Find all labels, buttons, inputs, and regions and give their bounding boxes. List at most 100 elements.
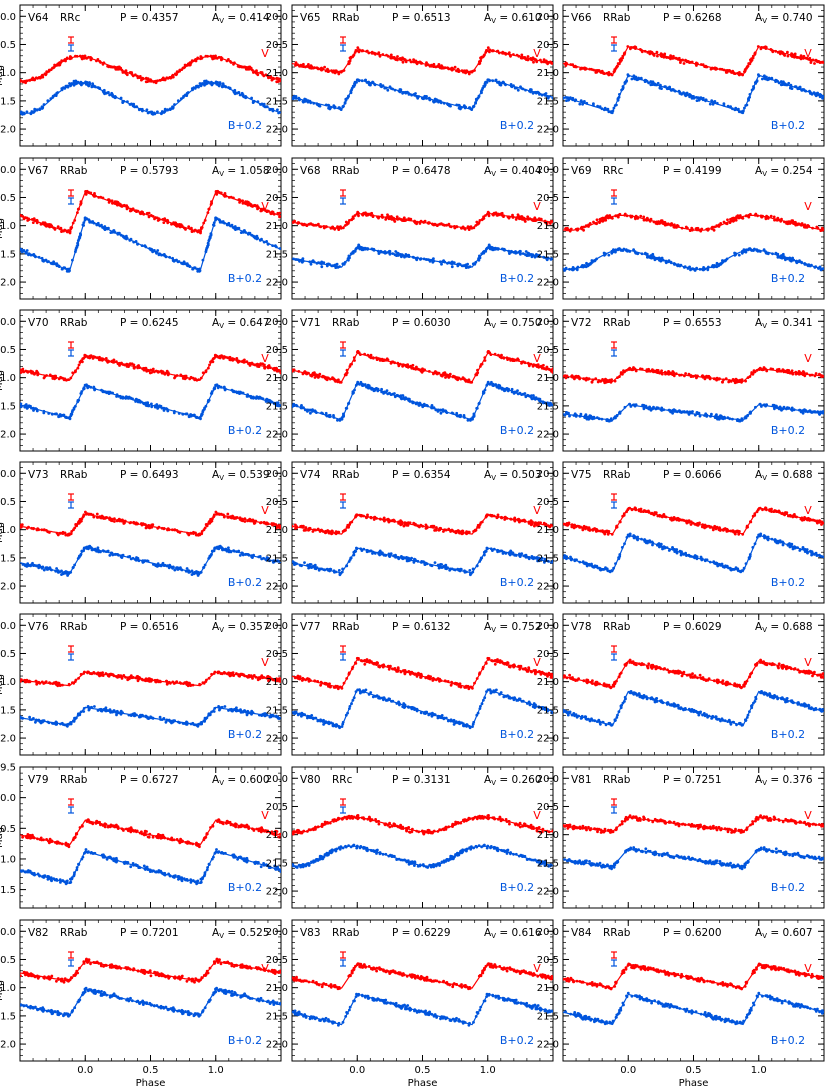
v-band-point	[747, 62, 751, 65]
b-band-point	[85, 81, 89, 84]
v-band-point	[783, 220, 786, 224]
b-band-point	[647, 81, 650, 85]
v-band-point	[47, 69, 51, 73]
b-band-point	[22, 111, 26, 115]
v-band-point	[331, 70, 335, 74]
v-band-point	[297, 370, 301, 373]
v-band-point	[386, 213, 389, 217]
b-band-point	[480, 88, 484, 92]
v-band-point	[663, 223, 667, 227]
b-band-point	[258, 395, 262, 399]
b-band-point	[20, 112, 23, 116]
b-band-point	[551, 96, 553, 100]
b-band-point	[609, 110, 613, 114]
b-band-point	[764, 251, 768, 255]
v-band-point	[443, 371, 447, 375]
y-tick-label: 21.5	[0, 249, 16, 260]
v-band-point	[778, 52, 782, 56]
v-band-point	[157, 218, 161, 222]
b-band-point	[81, 81, 85, 85]
v-band-curve	[292, 212, 553, 230]
v-band-point	[77, 363, 81, 367]
b-band-point	[71, 258, 74, 262]
v-band-point	[264, 73, 268, 77]
b-band-point	[563, 96, 565, 100]
b-band-point	[529, 88, 532, 91]
v-band-point	[580, 66, 584, 70]
b-band-point	[407, 255, 411, 258]
b-band-point	[168, 255, 172, 259]
b-band-point	[261, 397, 265, 401]
v-band-point	[690, 228, 694, 231]
b-band-point	[123, 396, 127, 400]
v-band-point	[259, 207, 263, 211]
b-band-point	[149, 247, 153, 251]
b-band-point	[750, 88, 754, 92]
v-band-point	[414, 221, 417, 225]
b-band-point	[111, 93, 114, 97]
b-band-point	[761, 77, 764, 81]
v-band-point	[534, 58, 538, 61]
v-band-point	[152, 80, 156, 84]
b-band-point	[51, 94, 55, 98]
v-band-point	[266, 364, 270, 368]
v-band-point	[534, 218, 538, 222]
v-band-point	[610, 73, 614, 77]
b-band-point	[800, 260, 803, 264]
v-band-point	[550, 61, 553, 65]
b-band-point	[373, 82, 376, 86]
b-band-point	[166, 108, 170, 112]
y-tick-label: 20.0	[266, 317, 288, 328]
v-band-point	[680, 226, 684, 230]
v-band-point	[409, 60, 413, 64]
b-band-point	[82, 221, 86, 225]
v-band-point	[476, 223, 479, 226]
v-band-point	[310, 373, 314, 377]
b-band-point	[312, 260, 316, 264]
v-band-point	[730, 71, 733, 74]
v-band-point	[358, 48, 361, 52]
v-band-point	[44, 72, 48, 76]
b-band-point	[300, 260, 304, 264]
y-tick-label: 21.0	[537, 221, 559, 232]
b-band-point	[145, 108, 149, 112]
b-band-point	[620, 88, 623, 92]
b-band-point	[163, 110, 167, 113]
v-band-point	[65, 230, 69, 234]
y-tick-label: 21.0	[266, 68, 288, 79]
b-band-point	[396, 253, 400, 256]
v-band-point	[509, 359, 512, 362]
b-band-point	[83, 383, 87, 387]
b-band-point	[305, 99, 309, 103]
period-label: P = 0.6513	[392, 12, 451, 24]
v-band-point	[738, 214, 742, 217]
b-band-point	[752, 85, 755, 88]
b-band-point	[621, 85, 625, 88]
b-band-point	[171, 105, 174, 109]
v-band-point	[803, 225, 807, 229]
v-band-point	[392, 216, 396, 220]
v-band-point	[649, 217, 653, 221]
v-band-point	[344, 373, 347, 377]
b-band-point	[381, 84, 385, 88]
b-band-point	[365, 247, 369, 250]
b-band-points	[20, 216, 281, 273]
v-band-point	[370, 50, 374, 54]
b-band-point	[610, 251, 614, 255]
v-band-point	[411, 366, 414, 370]
b-band-point	[235, 391, 239, 395]
b-band-point	[763, 74, 766, 78]
b-band-point	[410, 93, 413, 97]
y-tick-label: 20.5	[266, 345, 288, 356]
b-band-point	[519, 85, 522, 89]
b-band-point	[450, 265, 454, 269]
b-band-point	[330, 264, 333, 268]
v-band-point	[642, 215, 646, 219]
v-band-point	[211, 357, 215, 361]
v-band-point	[173, 376, 176, 380]
b-band-point	[675, 263, 679, 267]
b-band-point	[550, 257, 553, 261]
b-band-point	[27, 404, 31, 408]
v-band-point	[147, 211, 151, 215]
amplitude-label: AV = 0.647	[212, 317, 270, 330]
